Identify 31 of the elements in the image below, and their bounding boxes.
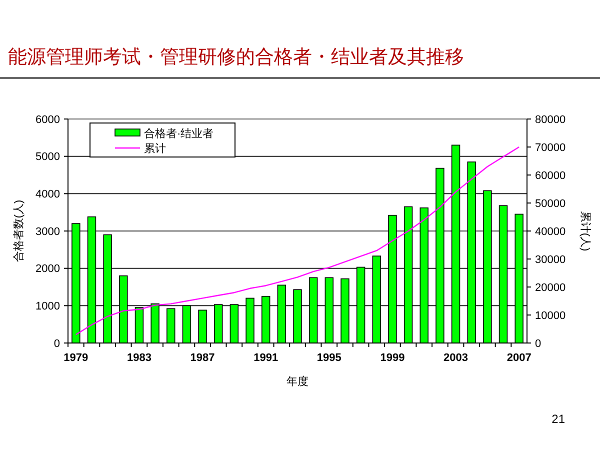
x-tick-label: 1999 xyxy=(380,352,405,364)
y2-tick-label: 80000 xyxy=(535,114,566,126)
y-tick-label: 3000 xyxy=(36,226,60,238)
x-tick-label: 1987 xyxy=(190,352,215,364)
y2-tick-label: 10000 xyxy=(535,310,566,322)
y-tick-label: 1000 xyxy=(36,300,60,313)
legend-label: 累计 xyxy=(144,142,166,155)
x-tick-label: 2003 xyxy=(444,352,468,364)
x-tick-label: 1979 xyxy=(64,352,88,364)
y-tick-label: 2000 xyxy=(36,263,60,276)
text: 21 xyxy=(552,412,566,426)
y-axis-title: 合格者数(人) xyxy=(12,200,25,262)
y2-tick-label: 30000 xyxy=(535,254,566,266)
y2-tick-label: 50000 xyxy=(535,198,566,210)
y-tick-label: 0 xyxy=(54,338,60,350)
x-tick-label: 1995 xyxy=(316,352,342,364)
chart-title: 能源管理师考试・管理研修的合格者・结业者及其推移 xyxy=(8,46,464,68)
y-tick-label: 4000 xyxy=(36,188,60,201)
x-tick-label: 1991 xyxy=(254,352,278,364)
y2-tick-label: 60000 xyxy=(535,170,566,182)
x-tick-label: 1983 xyxy=(126,352,152,364)
y2-tick-label: 70000 xyxy=(535,142,566,154)
x-tick-label: 2007 xyxy=(506,352,532,364)
y2-axis-title: 累计(人) xyxy=(579,210,592,252)
y2-tick-label: 0 xyxy=(535,338,542,350)
legend-label: 合格者·结业者 xyxy=(144,126,214,140)
x-axis-title: 年度 xyxy=(286,375,308,388)
y2-tick-label: 20000 xyxy=(535,282,566,294)
y-tick-label: 6000 xyxy=(36,114,60,126)
y-tick-label: 5000 xyxy=(36,151,60,164)
y2-tick-label: 40000 xyxy=(535,226,566,238)
